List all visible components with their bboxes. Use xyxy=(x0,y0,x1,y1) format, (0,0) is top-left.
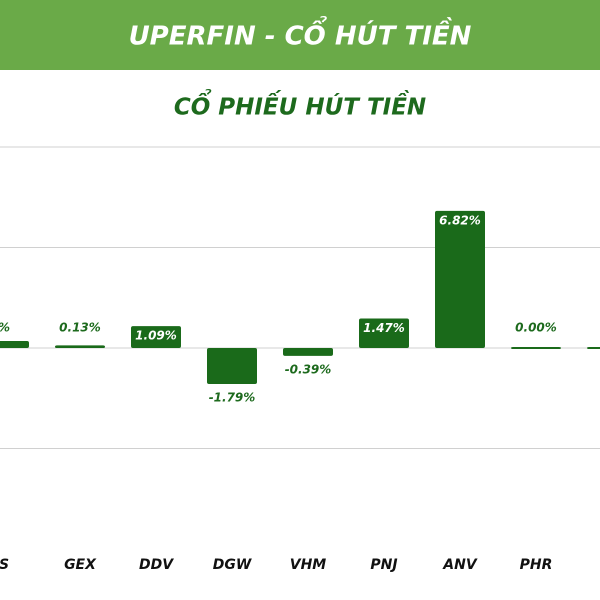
bar xyxy=(435,210,485,348)
x-tick-label: DGW xyxy=(213,557,252,573)
value-label: 1.47% xyxy=(363,321,405,335)
x-tick-label: S xyxy=(0,557,9,573)
bar xyxy=(131,326,181,348)
x-tick-label: PNJ xyxy=(370,557,397,573)
chart-title: CỔ PHIẾU HÚT TIỀN xyxy=(174,89,426,121)
bar xyxy=(587,347,600,349)
x-tick-label: PHR xyxy=(520,557,553,573)
header-bar xyxy=(0,0,600,70)
bar xyxy=(0,340,29,348)
value-label: -0.39% xyxy=(285,362,332,376)
bar xyxy=(359,318,409,348)
value-label: 1.09% xyxy=(135,329,177,343)
value-label: 6.82% xyxy=(439,213,481,227)
bar xyxy=(55,345,105,348)
value-label: 0.00% xyxy=(515,321,557,335)
x-tick-label: GEX xyxy=(64,557,97,573)
bar xyxy=(511,347,561,349)
x-tick-label: DDV xyxy=(139,557,174,573)
bar xyxy=(207,348,257,384)
x-tick-label: VHM xyxy=(290,557,327,573)
x-tick-label: ANV xyxy=(442,557,478,573)
bar xyxy=(283,348,333,356)
value-label: -1.79% xyxy=(209,390,256,404)
value-label: 0.13% xyxy=(59,321,101,335)
value-label: % xyxy=(0,321,10,335)
